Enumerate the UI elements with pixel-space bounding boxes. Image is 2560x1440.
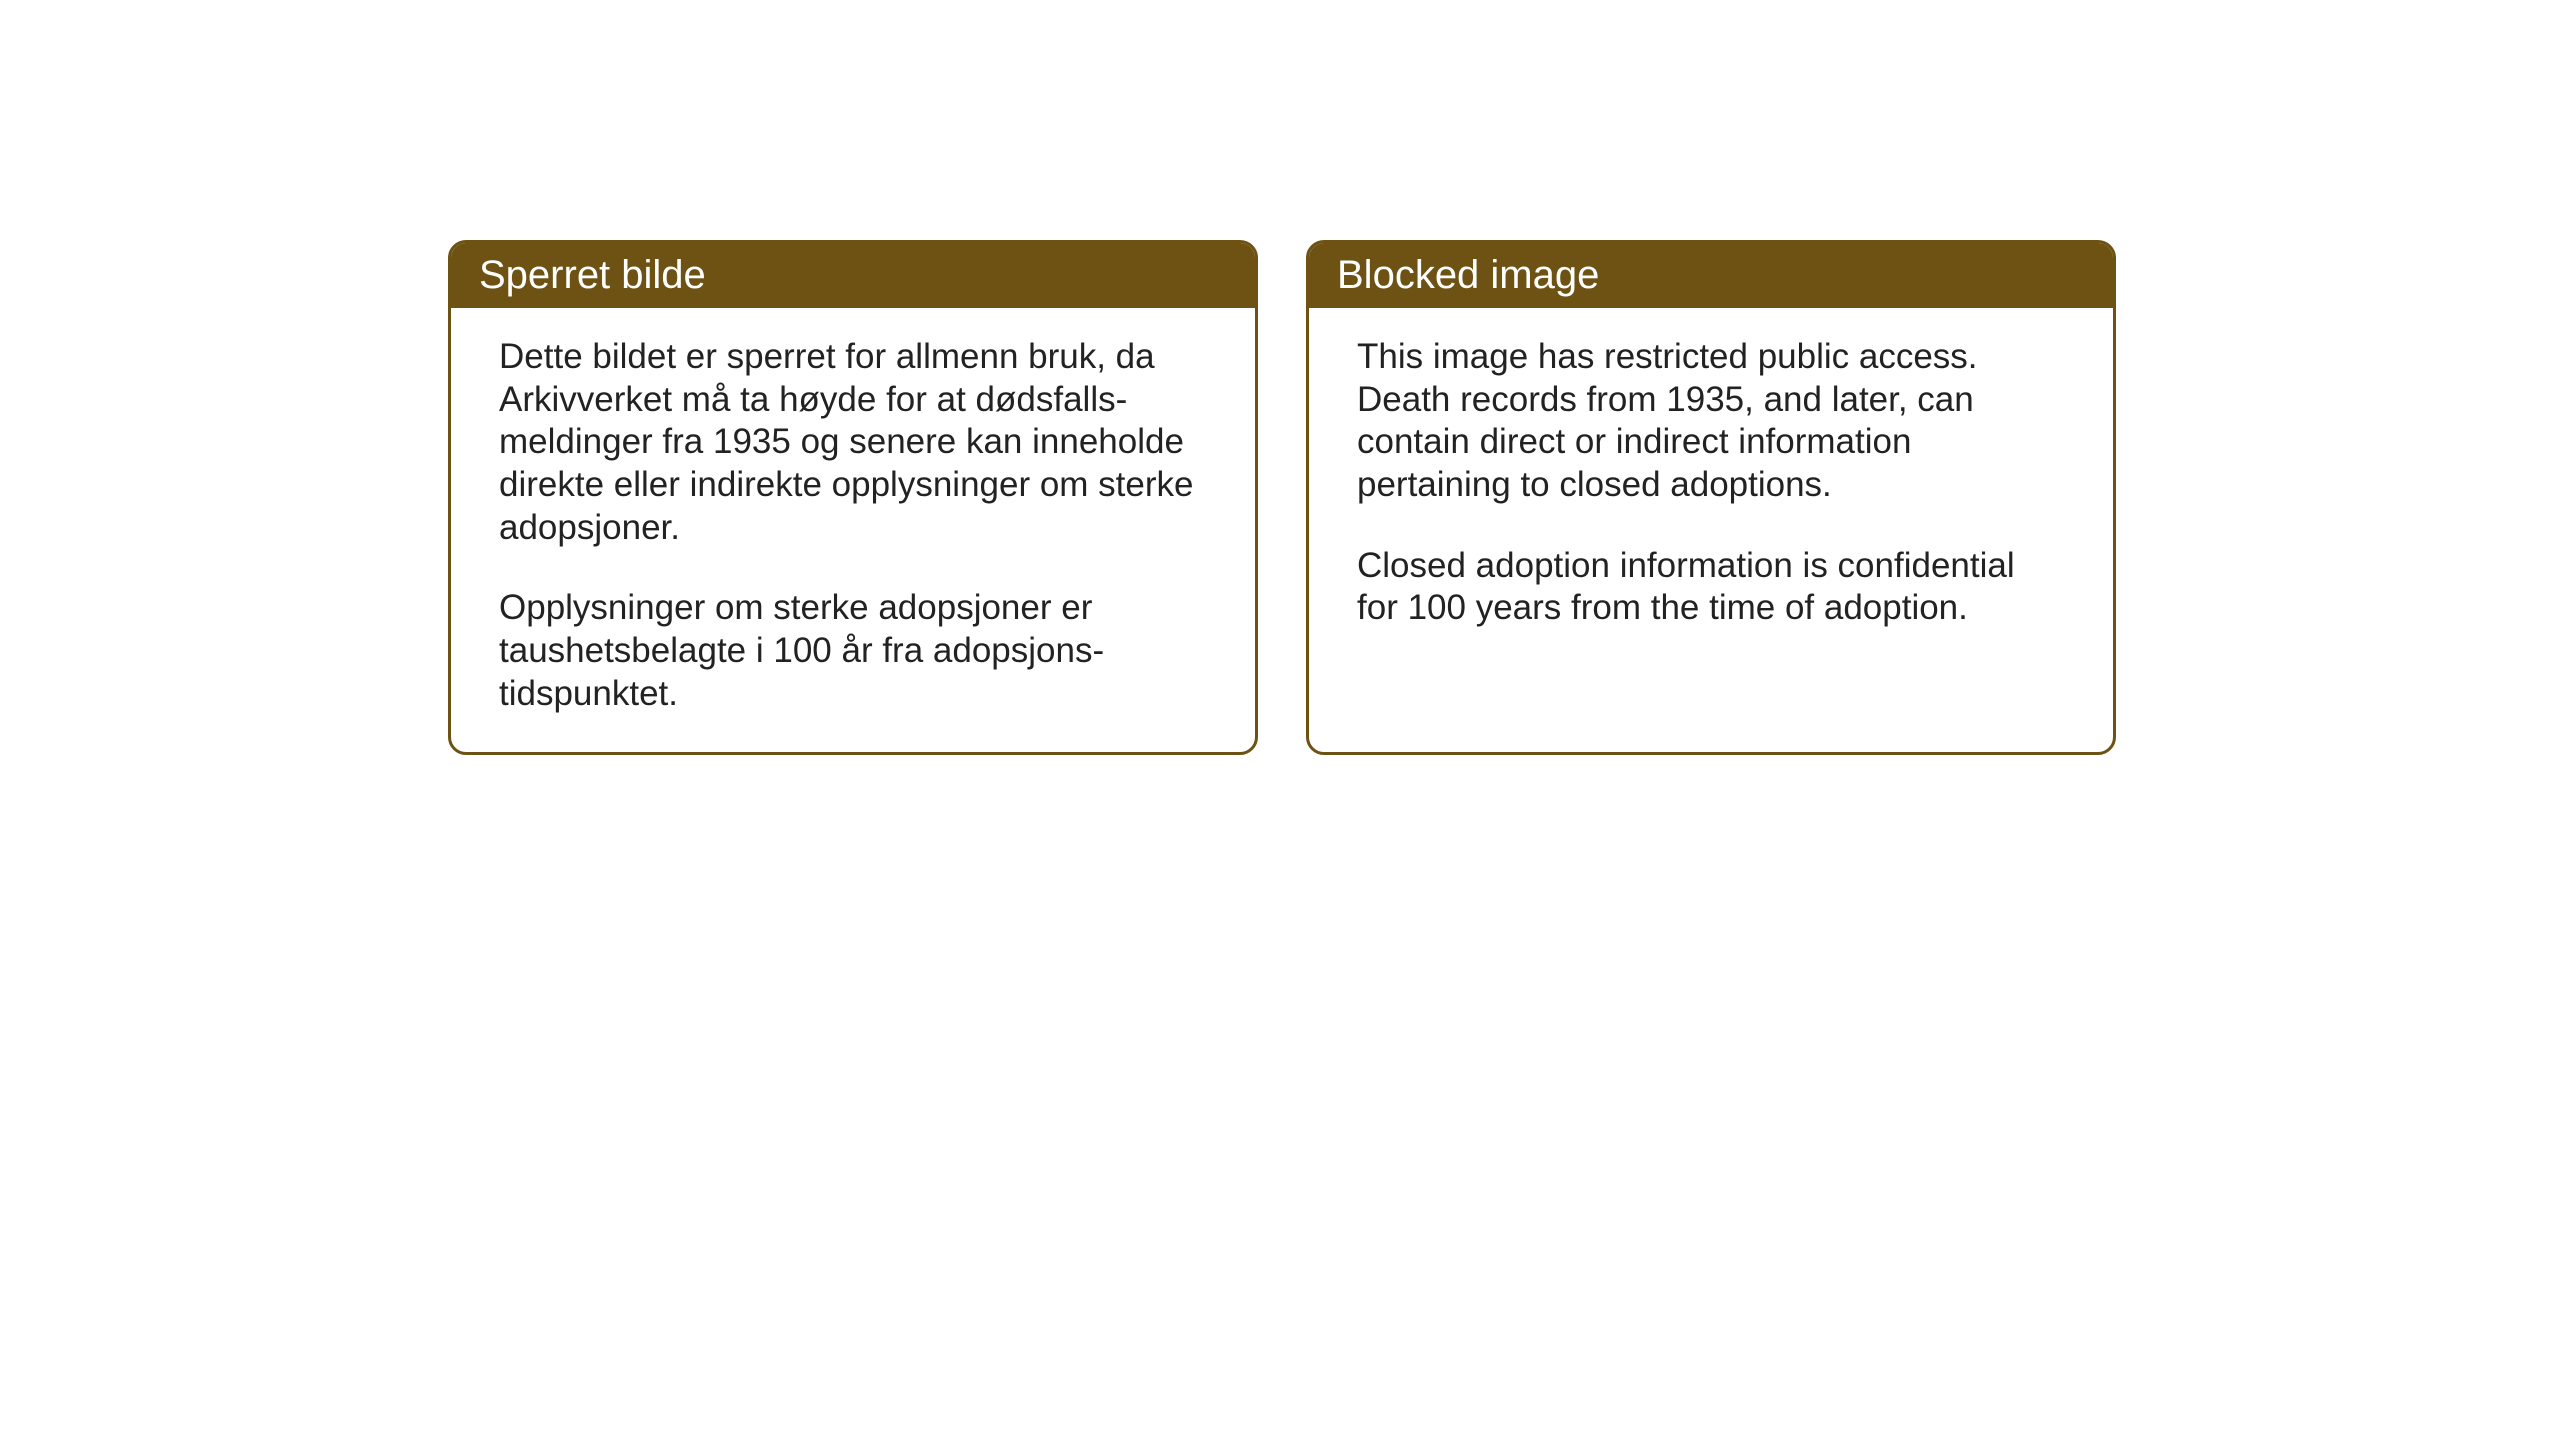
card-body: This image has restricted public access.…	[1309, 308, 2113, 666]
notice-card-norwegian: Sperret bilde Dette bildet er sperret fo…	[448, 240, 1258, 755]
notice-paragraph: Opplysninger om sterke adopsjoner er tau…	[499, 587, 1207, 715]
card-body: Dette bildet er sperret for allmenn bruk…	[451, 308, 1255, 752]
notice-card-english: Blocked image This image has restricted …	[1306, 240, 2116, 755]
card-header: Sperret bilde	[451, 243, 1255, 308]
card-title: Blocked image	[1337, 253, 1599, 297]
card-header: Blocked image	[1309, 243, 2113, 308]
card-title: Sperret bilde	[479, 253, 706, 297]
notice-paragraph: This image has restricted public access.…	[1357, 336, 2065, 507]
notice-paragraph: Dette bildet er sperret for allmenn bruk…	[499, 336, 1207, 549]
notice-paragraph: Closed adoption information is confident…	[1357, 545, 2065, 630]
notice-cards-container: Sperret bilde Dette bildet er sperret fo…	[448, 240, 2116, 755]
